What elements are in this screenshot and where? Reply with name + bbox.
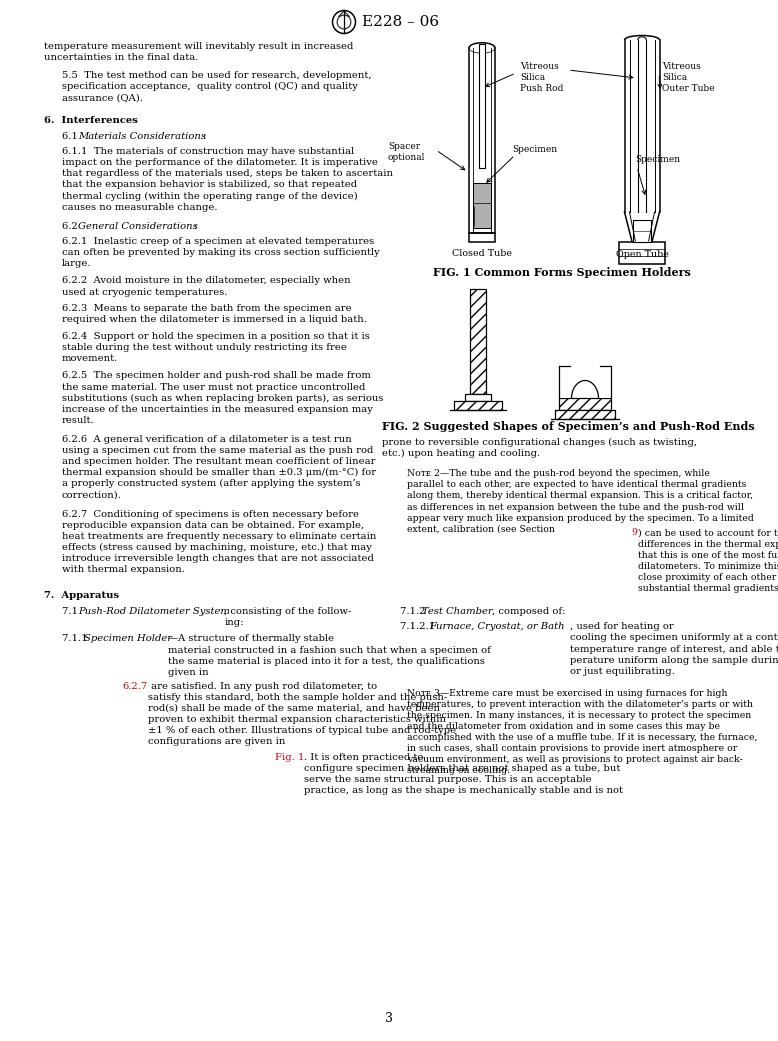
Bar (555, 410, 615, 420)
Text: 7.  Apparatus: 7. Apparatus (44, 591, 119, 600)
Text: , composed of:: , composed of: (492, 607, 566, 615)
Text: Materials Considerations: Materials Considerations (79, 132, 206, 142)
Text: 6.2.1  Inelastic creep of a specimen at elevated temperatures
can often be preve: 6.2.1 Inelastic creep of a specimen at e… (62, 237, 380, 269)
Text: 5.5  The test method can be used for research, development,
specification accept: 5.5 The test method can be used for rese… (62, 71, 372, 102)
Bar (478, 44, 485, 169)
Text: ) can be used to account for these
differences in the thermal expansion of the t: ) can be used to account for these diffe… (638, 529, 778, 593)
Bar (600, 366, 611, 399)
Text: 6.1: 6.1 (62, 132, 84, 142)
Text: 6.2: 6.2 (62, 222, 84, 231)
Text: 6.2.4  Support or hold the specimen in a position so that it is
stable during th: 6.2.4 Support or hold the specimen in a … (62, 332, 370, 363)
Text: FIG. 1 Common Forms Specimen Holders: FIG. 1 Common Forms Specimen Holders (433, 266, 691, 278)
Text: 7.1.2.1: 7.1.2.1 (400, 623, 441, 632)
Text: E228 – 06: E228 – 06 (363, 15, 440, 29)
Text: temperature measurement will inevitably result in increased
uncertainties in the: temperature measurement will inevitably … (44, 42, 353, 62)
Text: Specimen Holder: Specimen Holder (85, 634, 173, 643)
Text: Push-Rod Dilatometer System: Push-Rod Dilatometer System (79, 607, 230, 615)
Text: 6.1.1  The materials of construction may have substantial
impact on the performa: 6.1.1 The materials of construction may … (62, 147, 393, 211)
Bar (559, 366, 570, 399)
Text: 6.2.5  The specimen holder and push-rod shall be made from
the same material. Th: 6.2.5 The specimen holder and push-rod s… (62, 372, 384, 425)
Text: Vitreous
Silica
Outer Tube: Vitreous Silica Outer Tube (662, 62, 715, 94)
Text: , used for heating or
cooling the specimen uniformly at a controlled rate over t: , used for heating or cooling the specim… (569, 623, 778, 676)
Text: 6.2.6  A general verification of a dilatometer is a test run
using a specimen cu: 6.2.6 A general verification of a dilato… (62, 435, 376, 500)
Text: Open Tube: Open Tube (615, 250, 668, 259)
Text: . It is often practiced to
configure specimen holders that are not shaped as a t: . It is often practiced to configure spe… (304, 753, 623, 795)
Text: General Considerations: General Considerations (79, 222, 198, 231)
Bar (465, 393, 491, 401)
Bar (473, 183, 491, 228)
Text: Spacer
optional: Spacer optional (388, 142, 426, 162)
Bar (559, 399, 611, 410)
Text: Closed Tube: Closed Tube (452, 249, 512, 258)
Text: Specimen: Specimen (635, 155, 680, 164)
Text: Nᴏᴛᴇ 3—Extreme care must be exercised in using furnaces for high
temperatures, t: Nᴏᴛᴇ 3—Extreme care must be exercised in… (407, 689, 757, 776)
Bar (470, 288, 486, 393)
Text: 3: 3 (385, 1013, 393, 1025)
Text: 6.  Interferences: 6. Interferences (44, 117, 138, 125)
Bar (469, 233, 495, 242)
Text: prone to reversible configurational changes (such as twisting,
etc.) upon heatin: prone to reversible configurational chan… (382, 437, 697, 458)
Text: —A structure of thermally stable
material constructed in a fashion such that whe: —A structure of thermally stable materia… (169, 634, 492, 677)
Text: 7.1: 7.1 (62, 607, 84, 615)
Text: 7.1.1: 7.1.1 (62, 634, 94, 643)
Text: 9: 9 (631, 529, 637, 537)
Bar (454, 401, 502, 409)
Text: 6.2.2  Avoid moisture in the dilatometer, especially when
used at cryogenic temp: 6.2.2 Avoid moisture in the dilatometer,… (62, 277, 351, 297)
Text: Specimen: Specimen (512, 145, 557, 154)
Bar (633, 220, 650, 242)
Text: Nᴏᴛᴇ 2—The tube and the push-rod beyond the specimen, while
parallel to each oth: Nᴏᴛᴇ 2—The tube and the push-rod beyond … (407, 469, 754, 534)
Text: , consisting of the follow-
ing:: , consisting of the follow- ing: (225, 607, 352, 627)
Text: Furnace, Cryostat, or Bath: Furnace, Cryostat, or Bath (429, 623, 565, 632)
Text: Vitreous
Silica
Push Rod: Vitreous Silica Push Rod (520, 62, 563, 94)
Text: 6.2.3  Means to separate the bath from the specimen are
required when the dilato: 6.2.3 Means to separate the bath from th… (62, 304, 367, 324)
Text: FIG. 2 Suggested Shapes of Specimen’s and Push-Rod Ends: FIG. 2 Suggested Shapes of Specimen’s an… (382, 422, 755, 432)
Text: 6.2.7: 6.2.7 (122, 682, 148, 691)
Text: 6.2.7  Conditioning of specimens is often necessary before
reproducible expansio: 6.2.7 Conditioning of specimens is often… (62, 510, 377, 575)
Bar (619, 242, 664, 264)
Text: are satisfied. In any push rod dilatometer, to
satisfy this standard, both the s: are satisfied. In any push rod dilatomet… (148, 682, 456, 746)
Text: Test Chamber: Test Chamber (422, 607, 493, 615)
Text: Fig. 1: Fig. 1 (275, 753, 304, 762)
Text: 7.1.2: 7.1.2 (400, 607, 432, 615)
Text: :: : (194, 222, 197, 231)
Text: :: : (202, 132, 206, 142)
